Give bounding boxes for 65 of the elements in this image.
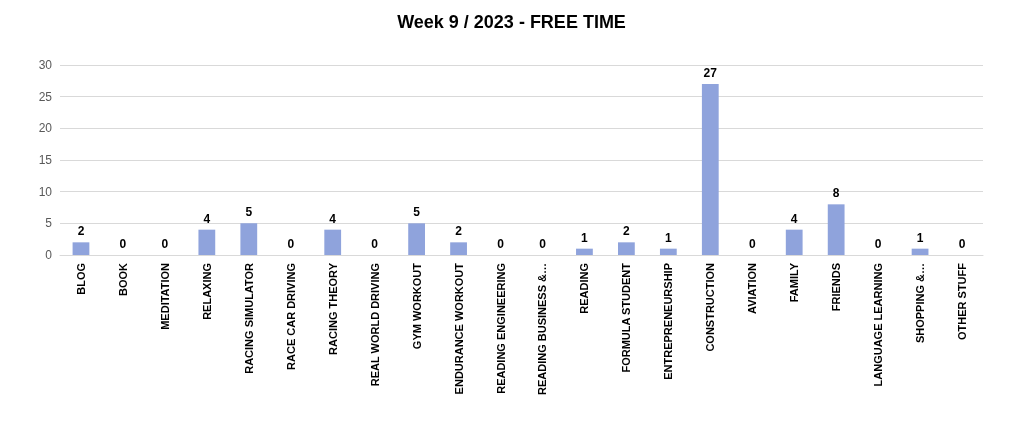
x-tick-label: REAL WORLD DRIVING	[368, 263, 381, 387]
bar	[324, 229, 342, 255]
bar	[618, 242, 635, 255]
x-tick-label: OTHER STUFF	[956, 262, 969, 340]
y-tick-label: 20	[38, 121, 53, 136]
x-tick-label: READING BUSINESS &…	[536, 263, 549, 396]
y-tick-label: 30	[38, 58, 53, 72]
data-label: 5	[413, 205, 421, 220]
bar	[198, 229, 216, 255]
x-tick-label: RACE CAR DRIVING	[284, 263, 297, 370]
x-tick-label: READING	[578, 263, 591, 314]
x-tick-label: ENDURANCE WORKOUT	[452, 262, 465, 395]
data-label: 0	[161, 237, 169, 251]
data-label: 1	[665, 230, 672, 245]
x-tick-label: FAMILY	[788, 262, 801, 303]
data-label: 4	[329, 211, 337, 226]
bar	[827, 204, 845, 255]
x-tick-label: FORMULA STUDENT	[620, 262, 633, 373]
bar	[785, 229, 803, 255]
bar	[72, 242, 90, 255]
data-label: 0	[874, 237, 882, 251]
data-label: 0	[287, 237, 295, 251]
y-tick-label: 25	[38, 89, 53, 104]
bar	[701, 84, 719, 255]
x-tick-label: CONSTRUCTION	[704, 262, 717, 352]
bar	[659, 248, 677, 255]
data-label: 8	[832, 186, 840, 201]
chart-title: Week 9 / 2023 - FREE TIME	[397, 12, 626, 32]
x-tick-label: SHOPPING &…	[914, 263, 927, 344]
x-tick-label: AVIATION	[746, 262, 759, 314]
data-label: 4	[790, 211, 798, 226]
data-label: 1	[916, 230, 924, 245]
data-label: 0	[539, 237, 547, 251]
x-tick-label: LANGUAGE LEARNING	[872, 263, 885, 387]
data-label: 1	[581, 230, 589, 245]
bar	[911, 248, 929, 255]
x-tick-label: FRIENDS	[830, 263, 843, 312]
bar	[408, 223, 425, 255]
bar	[450, 242, 467, 255]
data-label: 0	[748, 237, 756, 251]
data-label: 2	[77, 224, 85, 239]
data-label: 5	[245, 205, 253, 220]
x-tick-label: ENTREPRENEURSHIP	[662, 263, 675, 380]
x-tick-label: GYM WORKOUT	[410, 262, 423, 350]
data-label: 0	[371, 237, 379, 251]
x-tick-label: BLOG	[74, 263, 87, 295]
x-tick-label: RACING SIMULATOR	[242, 262, 255, 374]
x-tick-label: RELAXING	[200, 263, 213, 320]
y-tick-label: 15	[38, 153, 53, 167]
x-tick-label: MEDITATION	[158, 262, 171, 330]
data-label: 0	[497, 237, 505, 251]
bar	[240, 223, 258, 255]
data-label: 27	[703, 66, 718, 80]
x-tick-label: READING ENGINEERING	[494, 263, 507, 394]
y-tick-label: 10	[38, 184, 53, 199]
data-label: 0	[958, 237, 966, 251]
data-label: 0	[119, 237, 127, 251]
x-tick-label: RACING THEORY	[326, 262, 339, 355]
bar	[576, 248, 593, 255]
y-tick-label: 5	[45, 216, 53, 231]
data-label: 4	[203, 211, 211, 226]
y-tick-label: 0	[45, 248, 53, 262]
data-label: 2	[623, 224, 631, 239]
x-tick-label: BOOK	[116, 262, 129, 296]
data-label: 2	[455, 224, 463, 239]
